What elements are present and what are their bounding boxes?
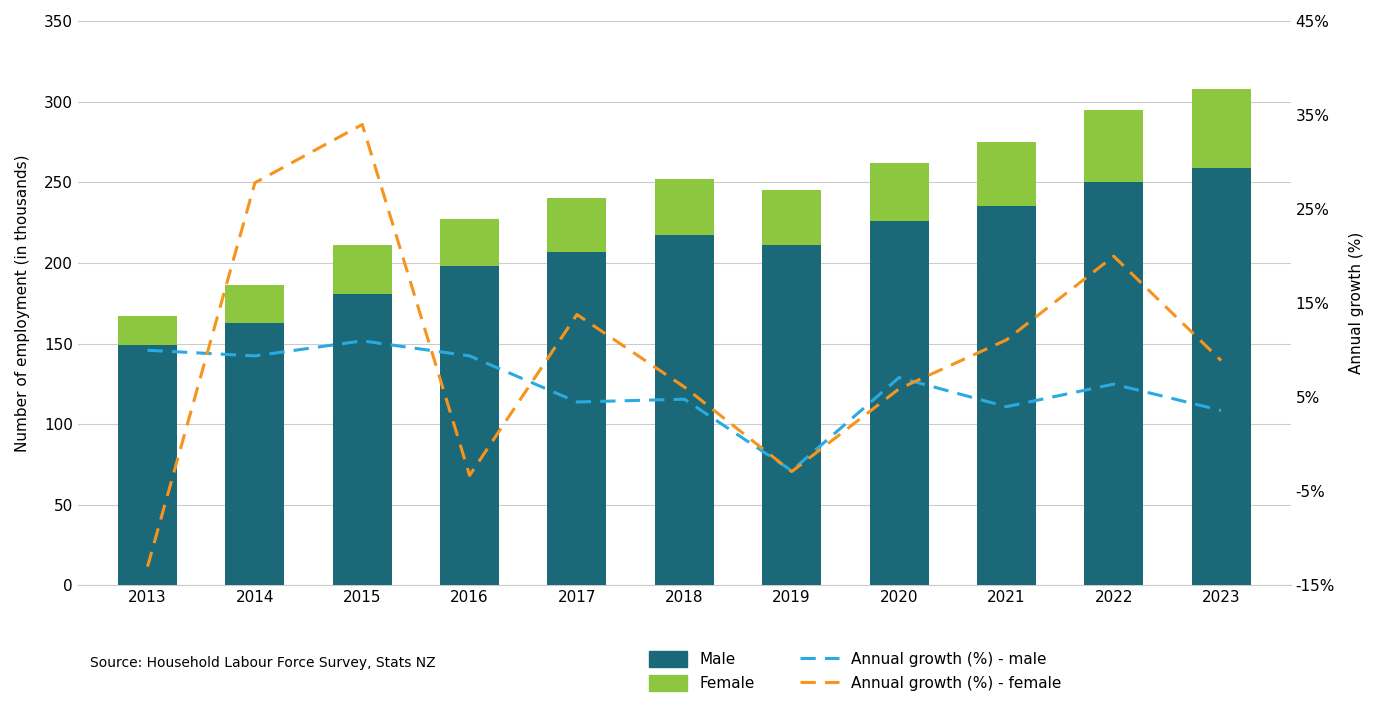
- Bar: [763, 245, 821, 585]
- Bar: [870, 221, 928, 585]
- Bar: [655, 235, 714, 585]
- Legend: Male, Female, Annual growth (%) - male, Annual growth (%) - female: Male, Female, Annual growth (%) - male, …: [648, 652, 1062, 691]
- Bar: [870, 163, 928, 221]
- Bar: [440, 220, 499, 266]
- Bar: [1191, 168, 1251, 585]
- Bar: [655, 179, 714, 235]
- Bar: [547, 252, 607, 585]
- Bar: [225, 322, 284, 585]
- Bar: [119, 316, 177, 345]
- Bar: [225, 285, 284, 322]
- Y-axis label: Number of employment (in thousands): Number of employment (in thousands): [15, 155, 30, 452]
- Bar: [976, 142, 1036, 207]
- Bar: [976, 207, 1036, 585]
- Bar: [332, 294, 392, 585]
- Bar: [763, 190, 821, 245]
- Bar: [119, 345, 177, 585]
- Y-axis label: Annual growth (%): Annual growth (%): [1349, 232, 1364, 374]
- Bar: [1084, 183, 1143, 585]
- Bar: [547, 198, 607, 252]
- Bar: [332, 245, 392, 294]
- Bar: [440, 266, 499, 585]
- Bar: [1191, 88, 1251, 168]
- Text: Source: Household Labour Force Survey, Stats NZ: Source: Household Labour Force Survey, S…: [90, 656, 436, 670]
- Bar: [1084, 110, 1143, 183]
